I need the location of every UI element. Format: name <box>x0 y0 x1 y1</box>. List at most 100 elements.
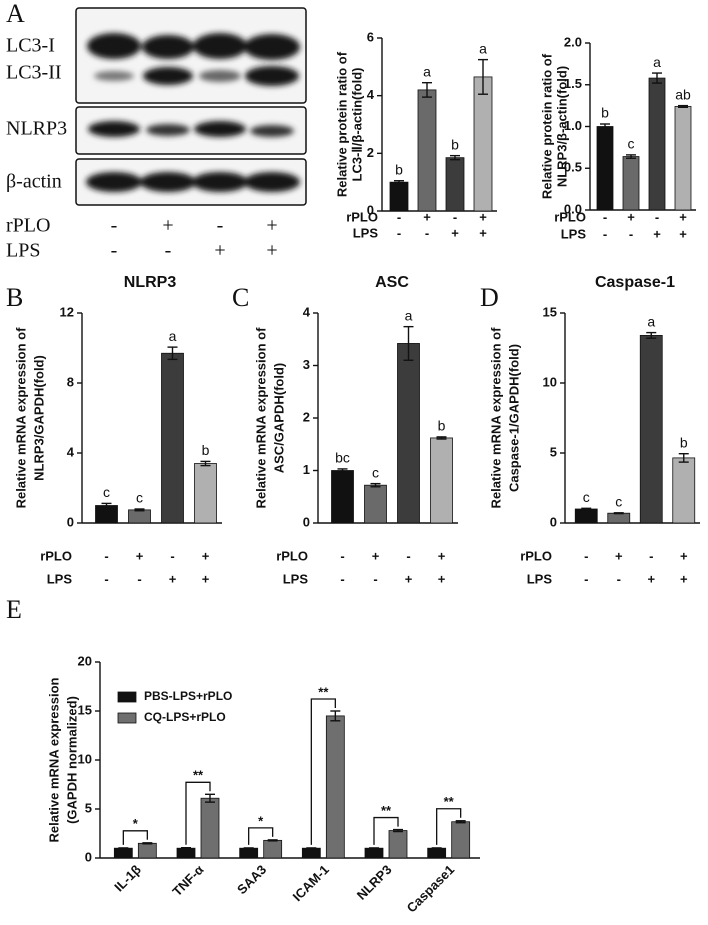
treatment-sign: + <box>438 571 446 586</box>
treatment-sign: - <box>629 226 633 241</box>
treatment-sign: - <box>406 548 410 563</box>
treatment-label: LPS <box>6 240 40 262</box>
error-bar <box>626 154 636 159</box>
treatment-sign: + <box>202 548 210 563</box>
significance-mark: * <box>258 813 264 828</box>
error-bar <box>306 847 317 850</box>
treatment-sign: + <box>423 209 431 224</box>
treatment-sign: - <box>104 571 108 586</box>
chart-title: ASC <box>375 274 409 291</box>
treatment-sign: - <box>111 215 118 237</box>
significance-bracket <box>122 830 148 845</box>
significance-bracket <box>310 698 336 845</box>
treatment-sign: + <box>653 226 661 241</box>
y-axis-label: ASC/GAPDH(fold) <box>271 363 286 474</box>
error-bar <box>478 58 488 95</box>
bar <box>388 830 408 859</box>
treatment-sign: - <box>397 225 401 240</box>
treatment-sign: - <box>584 571 588 586</box>
significance-letter: b <box>395 161 403 177</box>
error-bar <box>181 847 191 850</box>
treatment-sign: + <box>214 240 225 262</box>
x-tick-label: SAA3 <box>234 862 269 897</box>
y-tick-label: 0 <box>367 202 374 217</box>
y-tick-label: 5 <box>550 444 557 459</box>
error-bar <box>581 507 592 511</box>
error-bar <box>267 839 278 842</box>
treatment-sign: - <box>340 571 344 586</box>
y-tick-label: 8 <box>67 374 74 389</box>
treatment-label: rPLO <box>276 548 308 563</box>
error-bar <box>205 793 215 803</box>
bar <box>364 847 384 859</box>
treatment-label: rPLO <box>346 209 378 224</box>
treatment-sign: + <box>162 215 173 237</box>
treatment-sign: + <box>266 215 277 237</box>
treatment-label: rPLO <box>6 215 50 237</box>
x-tick-label: TNF-α <box>169 862 206 899</box>
bar <box>128 509 151 524</box>
error-bar <box>101 502 112 509</box>
significance-letter: b <box>438 418 446 434</box>
bar <box>672 457 696 524</box>
treatment-sign: + <box>438 548 446 563</box>
error-bar <box>243 847 254 850</box>
bar <box>389 181 409 212</box>
treatment-sign: + <box>479 225 487 240</box>
x-tick-label: NLRP3 <box>354 862 395 903</box>
bar <box>430 437 453 524</box>
significance-letter: ab <box>675 86 691 102</box>
protein-label: β-actin <box>6 171 62 193</box>
y-tick-label: 3 <box>303 357 310 372</box>
y-tick-label: 6 <box>367 29 374 44</box>
chart-title: NLRP3 <box>124 274 177 291</box>
error-bar <box>436 436 447 440</box>
y-axis-label: Relative mRNA expression of <box>488 327 503 509</box>
y-tick-label: 12 <box>60 304 74 319</box>
treatment-sign: - <box>373 571 377 586</box>
significance-letter: a <box>653 54 661 70</box>
y-tick-label: 0 <box>303 514 310 529</box>
significance-bracket <box>185 781 211 845</box>
treatment-sign: - <box>137 571 141 586</box>
error-bar <box>134 508 145 512</box>
treatment-sign: + <box>372 548 380 563</box>
significance-letter: a <box>405 307 413 323</box>
treatment-label: LPS <box>527 571 553 586</box>
panel-label: B <box>6 283 23 312</box>
treatment-sign: + <box>451 225 459 240</box>
treatment-sign: - <box>425 225 429 240</box>
error-bar <box>652 72 662 84</box>
y-tick-label: 5 <box>85 800 92 815</box>
y-axis-label: Relative protein ratio of <box>539 53 554 199</box>
y-axis-label: Relative mRNA expression <box>46 677 61 842</box>
significance-letter: b <box>601 105 609 121</box>
panel-label: A <box>6 0 25 28</box>
protein-label: LC3-I <box>6 35 55 57</box>
bar <box>364 484 387 524</box>
y-axis-label: Relative mRNA expression of <box>253 327 268 509</box>
significance-mark: ** <box>193 768 204 783</box>
treatment-sign: - <box>655 209 659 224</box>
treatment-label: rPLO <box>554 209 586 224</box>
bar <box>113 847 133 859</box>
y-tick-label: 15 <box>78 702 92 717</box>
treatment-sign: - <box>397 209 401 224</box>
error-bar <box>678 104 688 108</box>
y-axis-label: NLRP3/GAPDH(fold) <box>31 355 46 481</box>
y-axis-label: (GAPDH normalized) <box>64 696 79 824</box>
y-tick-label: 15 <box>543 304 557 319</box>
treatment-sign: + <box>169 571 177 586</box>
y-axis-label: NLRP3/β-actin(fold) <box>554 66 569 187</box>
x-tick-label: IL-1β <box>111 862 144 895</box>
y-tick-label: 0.0 <box>564 201 582 216</box>
panel-label: D <box>480 283 499 312</box>
error-bar <box>431 847 442 850</box>
treatment-label: LPS <box>353 225 379 240</box>
significance-letter: b <box>451 136 459 152</box>
bar <box>137 842 157 859</box>
y-tick-label: 4 <box>367 87 375 102</box>
error-bar <box>678 453 689 463</box>
treatment-sign: - <box>603 226 607 241</box>
error-bar <box>200 460 211 467</box>
